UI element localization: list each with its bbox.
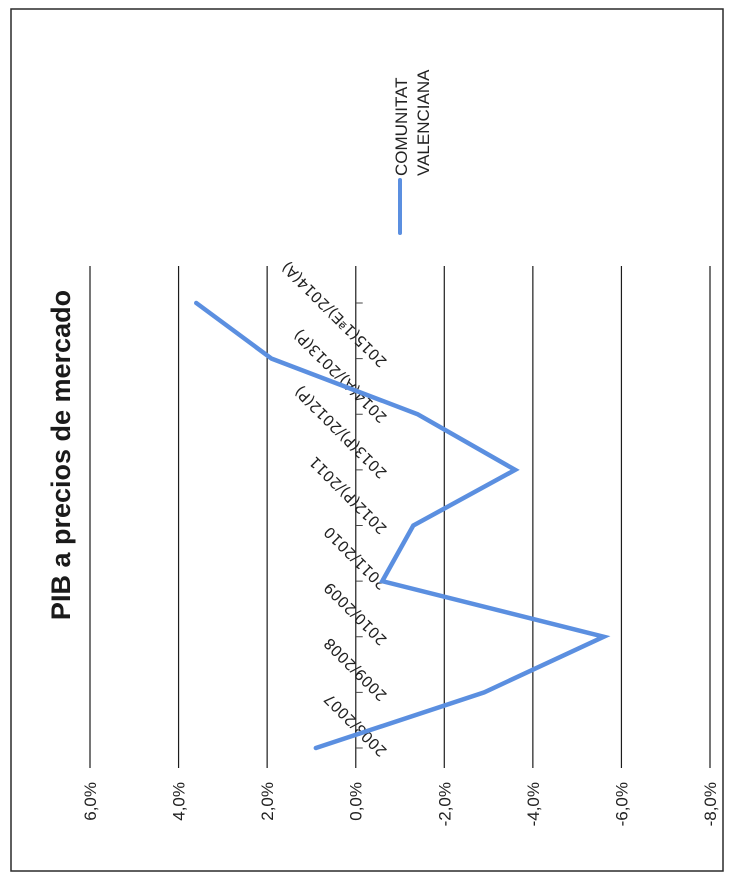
chart-frame: PIB a precios de mercado COMUNITAT VALEN… — [10, 8, 724, 872]
value-tick-label: -8,0% — [701, 782, 720, 826]
value-tick-label: -4,0% — [524, 782, 543, 826]
value-tick-label: -6,0% — [612, 782, 631, 826]
value-tick-label: 2,0% — [258, 782, 277, 821]
line-chart: PIB a precios de mercado COMUNITAT VALEN… — [10, 8, 724, 872]
value-tick-label: 4,0% — [170, 782, 189, 821]
value-tick-label: 6,0% — [81, 782, 100, 821]
chart-title: PIB a precios de mercado — [46, 290, 76, 620]
legend: COMUNITAT VALENCIANA — [392, 69, 433, 235]
value-tick-label: 0,0% — [347, 782, 366, 821]
series-layer — [194, 300, 611, 751]
legend-label-line2: VALENCIANA — [414, 69, 433, 176]
series-line — [194, 300, 611, 751]
legend-label-line1: COMUNITAT — [392, 77, 411, 176]
value-axis-ticks: 6,0% 4,0% 2,0% 0,0% -2,0% -4,0% -6,0% -8,0% — [81, 782, 720, 826]
value-tick-label: -2,0% — [435, 782, 454, 826]
chart-border — [10, 8, 724, 872]
